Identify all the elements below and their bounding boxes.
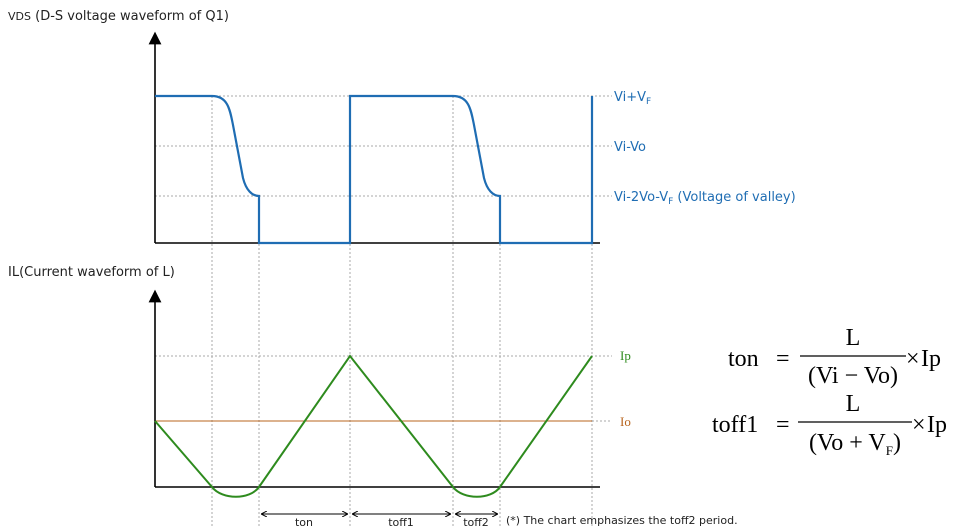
- label-valley: Vi-2Vo-VF (Voltage of valley): [614, 190, 796, 207]
- equation-toff1: toff1 = L (Vo + VF) × Ip: [712, 391, 947, 458]
- vds-axes: [148, 31, 600, 244]
- label-ton: ton: [295, 516, 313, 528]
- vds-title: VDS (D-S voltage waveform of Q1): [8, 9, 229, 24]
- eq-toff1-den-sub: F: [886, 443, 893, 458]
- note: (*) The chart emphasizes the toff2 perio…: [506, 514, 738, 527]
- il-level-guides: [155, 355, 612, 422]
- il-axes: [148, 289, 600, 488]
- eq-toff1-den-b: ): [893, 430, 901, 456]
- label-valley-a: Vi-2Vo-V: [614, 190, 668, 205]
- eq-ton-rhs: Ip: [921, 346, 941, 372]
- eq-toff1-times: ×: [912, 412, 926, 438]
- vertical-guides: [211, 96, 593, 528]
- eq-ton-times: ×: [906, 346, 920, 372]
- eq-ton-num: L: [846, 325, 861, 351]
- vds-title-main: VDS: [8, 10, 31, 23]
- equation-ton: ton = L (Vi − Vo) × Ip: [728, 325, 941, 389]
- eq-ton-eq: =: [776, 346, 790, 372]
- eq-toff1-lhs: toff1: [712, 412, 758, 438]
- eq-toff1-den-a: (Vo + V: [809, 430, 886, 456]
- label-toff2: toff2: [463, 516, 489, 528]
- eq-toff1-eq: =: [776, 412, 790, 438]
- label-vi-vf-a: Vi+V: [614, 90, 646, 105]
- eq-toff1-rhs: Ip: [927, 412, 947, 438]
- eq-toff1-den: (Vo + VF): [809, 430, 901, 458]
- il-waveform: [154, 354, 593, 498]
- il-title: IL(Current waveform of L): [8, 265, 175, 280]
- eq-toff1-num: L: [846, 391, 861, 417]
- eq-ton-den: (Vi − Vo): [808, 363, 898, 389]
- vds-level-guides: [155, 95, 612, 197]
- label-io: Io: [620, 414, 631, 429]
- label-valley-b: (Voltage of valley): [673, 190, 795, 205]
- label-vi-vf: Vi+VF: [614, 90, 651, 107]
- vds-title-rest: (D-S voltage waveform of Q1): [31, 9, 229, 24]
- vds-waveform: [155, 94, 594, 245]
- label-valley-sub: F: [668, 197, 673, 207]
- label-vi-vo: Vi-Vo: [614, 140, 646, 155]
- vds-level-labels: Vi+VF Vi-Vo Vi-2Vo-VF (Voltage of valley…: [614, 90, 796, 207]
- label-ip: Ip: [620, 348, 631, 363]
- label-vi-vf-sub: F: [646, 97, 651, 107]
- label-toff1: toff1: [388, 516, 414, 528]
- eq-ton-lhs: ton: [728, 346, 759, 372]
